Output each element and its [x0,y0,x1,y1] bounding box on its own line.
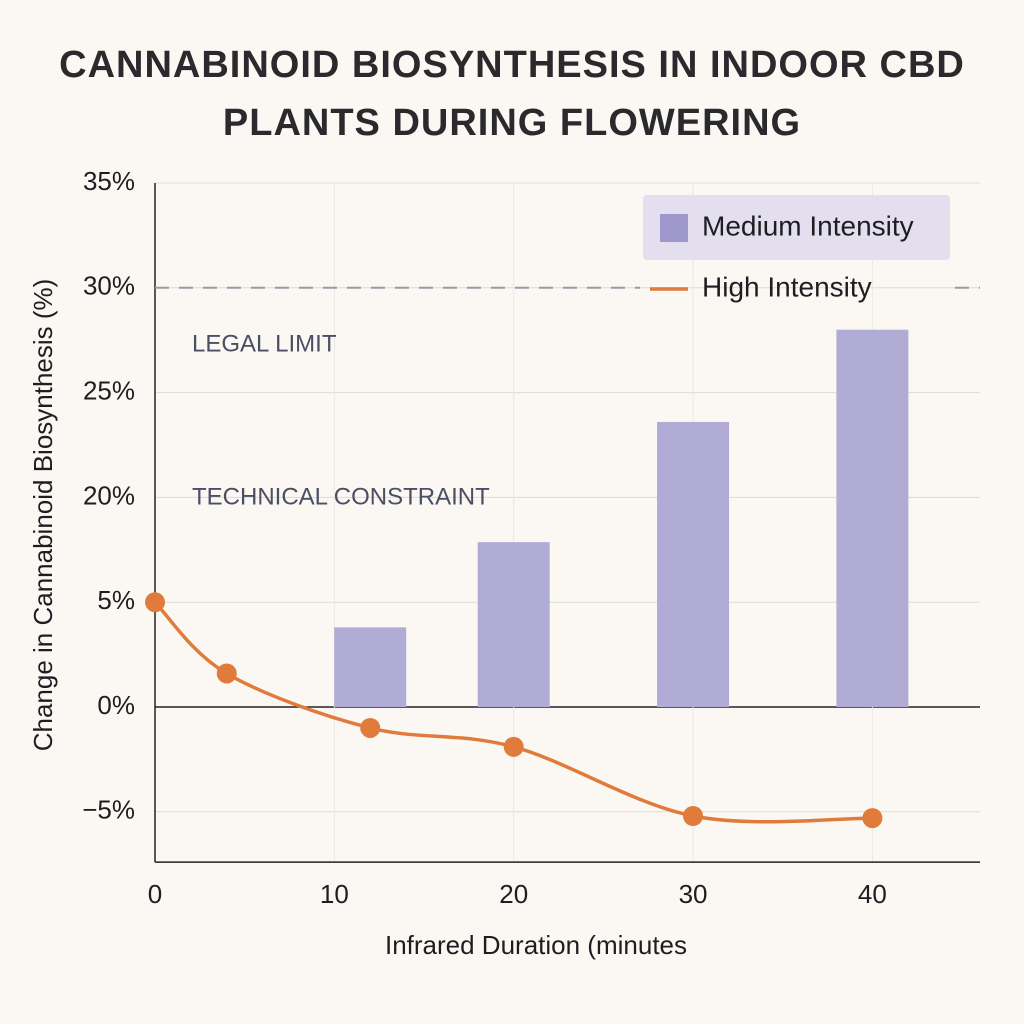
y-tick-label: 5% [97,585,135,615]
line-marker [503,736,524,757]
x-tick-label: 10 [320,879,349,909]
line-marker [683,805,704,826]
y-tick-label: −5% [82,795,135,825]
legend-swatch [660,214,688,242]
line-marker [216,663,237,684]
y-tick-label: 35% [83,166,135,196]
chart-title: CANNABINOID BIOSYNTHESIS IN INDOOR CBD P… [59,44,965,144]
x-tick-label: 20 [499,879,528,909]
x-tick-label: 0 [148,879,162,909]
bar [334,627,407,707]
legend-label: Medium Intensity [702,210,914,241]
bar [657,421,730,707]
y-tick-label: 20% [83,480,135,510]
line-marker [862,808,883,829]
y-tick-label: 25% [83,375,135,405]
bar [477,542,550,707]
legend-label: High Intensity [702,271,872,302]
x-tick-label: 40 [858,879,887,909]
legend-background [643,195,950,260]
line-marker [360,717,381,738]
x-tick-label: 30 [679,879,708,909]
x-axis-label: Infrared Duration (minutes [385,930,687,960]
bar [836,329,909,707]
annotation: TECHNICAL CONSTRAINT [192,483,490,510]
line-marker [145,592,165,613]
y-axis-label: Change in Cannabinoid Biosynthesis (%) [28,279,58,752]
y-tick-label: 30% [83,271,135,301]
y-tick-label: 0% [97,690,135,720]
annotation: LEGAL LIMIT [192,330,337,357]
